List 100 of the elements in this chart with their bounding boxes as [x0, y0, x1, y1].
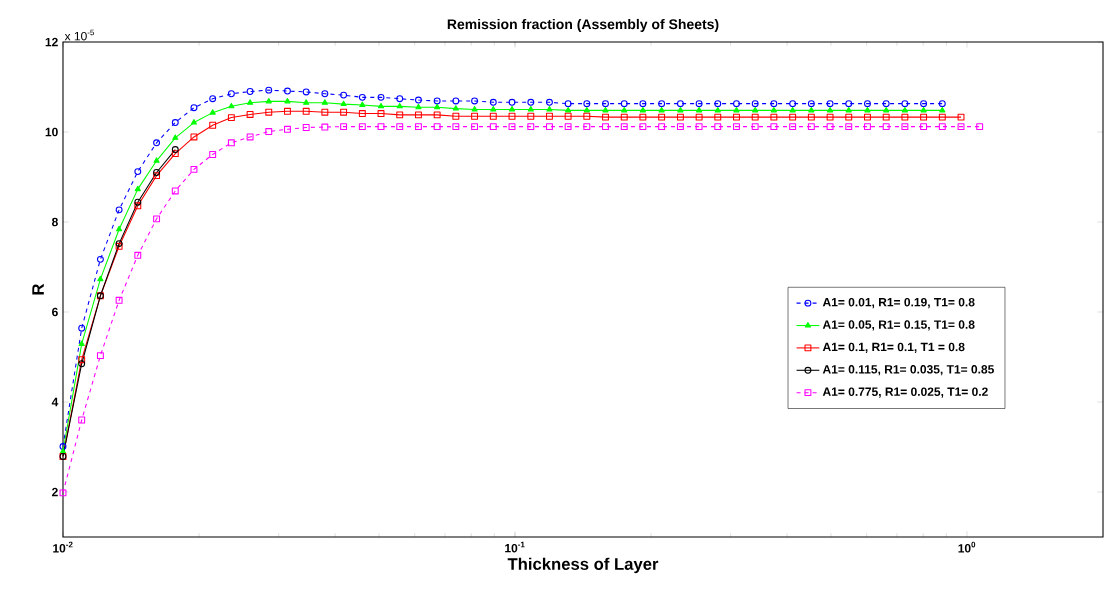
- point: [938, 100, 946, 108]
- point: [171, 119, 179, 127]
- x-tick-label: 10$^{0}$: [958, 541, 976, 553]
- point: [115, 296, 123, 304]
- point: [433, 123, 441, 131]
- y-tick-label: 12: [45, 37, 58, 47]
- point: [265, 97, 272, 104]
- point: [209, 109, 216, 115]
- point: [171, 150, 179, 158]
- point: [489, 112, 497, 120]
- point: [190, 165, 198, 173]
- point: [78, 416, 86, 424]
- point: [471, 97, 479, 105]
- y-tick-label: 2: [52, 487, 58, 497]
- point: [845, 106, 852, 113]
- point: [695, 100, 703, 108]
- point: [677, 106, 684, 113]
- point: [676, 100, 684, 108]
- x-tick-label: 10$^{-1}$: [505, 541, 525, 553]
- point: [545, 123, 553, 131]
- chart-title: Remission fraction (Assembly of Sheets): [447, 18, 719, 32]
- point: [676, 123, 684, 131]
- point: [302, 107, 310, 115]
- point: [134, 202, 142, 210]
- point: [283, 87, 291, 95]
- point: [807, 113, 815, 121]
- point: [377, 102, 385, 109]
- point: [602, 106, 609, 113]
- point: [153, 172, 161, 180]
- point: [583, 106, 590, 113]
- point: [153, 215, 161, 223]
- point: [789, 123, 797, 131]
- point: [564, 100, 572, 108]
- point: [284, 97, 291, 104]
- point: [433, 97, 441, 105]
- point: [583, 112, 591, 120]
- point: [639, 113, 647, 121]
- point: [321, 99, 328, 105]
- point: [602, 123, 609, 131]
- legend-label: A1= 0.01, R1= 0.19, T1= 0.8: [822, 297, 975, 309]
- point: [227, 139, 235, 147]
- point: [396, 111, 404, 119]
- point: [265, 128, 273, 136]
- point: [751, 123, 759, 131]
- point: [508, 123, 516, 131]
- point: [882, 113, 890, 121]
- point: [583, 123, 591, 131]
- point: [396, 95, 404, 103]
- point: [190, 133, 198, 141]
- point: [639, 106, 646, 113]
- point: [658, 113, 666, 121]
- point: [414, 96, 422, 104]
- point: [751, 100, 759, 108]
- legend-label: A1= 0.1, R1= 0.1, T1 = 0.8: [822, 342, 965, 353]
- text: x 10$^{-5}$: [64, 29, 95, 41]
- point: [340, 100, 347, 107]
- point: [452, 105, 459, 111]
- point: [863, 100, 871, 108]
- point: [59, 448, 67, 454]
- point: [302, 124, 310, 131]
- point: [826, 106, 834, 113]
- point: [227, 114, 235, 122]
- point: [545, 112, 553, 120]
- point: [676, 113, 684, 121]
- point: [396, 123, 404, 131]
- point: [134, 185, 141, 192]
- point: [321, 90, 329, 98]
- point: [209, 121, 217, 129]
- point: [171, 187, 179, 195]
- point: [302, 88, 310, 96]
- point: [508, 106, 516, 112]
- point: [527, 112, 535, 120]
- x-tick-label: 10$^{-2}$: [53, 541, 73, 553]
- point: [283, 107, 291, 115]
- point: [452, 123, 460, 131]
- point: [602, 100, 609, 108]
- point: [265, 86, 273, 94]
- point: [863, 123, 871, 131]
- point: [190, 104, 198, 112]
- point: [957, 123, 965, 131]
- point: [546, 106, 553, 112]
- point: [227, 90, 235, 98]
- point: [471, 123, 479, 131]
- point: [752, 106, 759, 113]
- point: [620, 123, 628, 131]
- point: [845, 100, 853, 108]
- point: [471, 106, 478, 112]
- point: [920, 106, 927, 113]
- point: [939, 106, 946, 113]
- legend-label: A1= 0.05, R1= 0.15, T1= 0.8: [822, 320, 975, 331]
- y-tick-label: 10: [45, 127, 58, 137]
- point: [770, 113, 778, 121]
- point: [545, 98, 553, 106]
- point: [115, 206, 123, 214]
- point: [415, 103, 422, 110]
- y-tick-label: 4: [51, 397, 59, 407]
- point: [770, 106, 777, 113]
- point: [209, 95, 217, 103]
- point: [826, 113, 834, 121]
- point: [808, 106, 815, 113]
